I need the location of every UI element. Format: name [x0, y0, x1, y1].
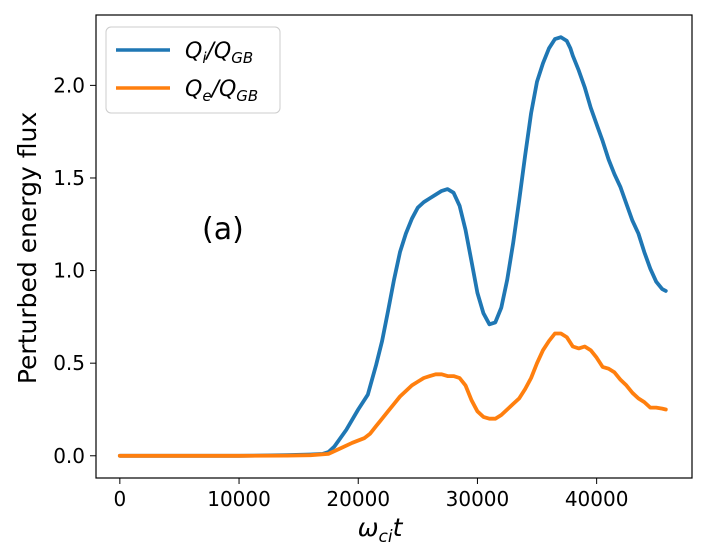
x-tick-label: 20000 [326, 487, 390, 511]
x-axis: 0 10000 20000 30000 40000 [113, 478, 628, 511]
y-tick-label: 2.0 [53, 73, 85, 97]
y-axis: 0.0 0.5 1.0 1.5 2.0 [53, 73, 96, 468]
series-line-qi [117, 35, 668, 458]
legend-label-qi: Qi/QGB [185, 39, 253, 67]
y-tick-label: 0.5 [53, 351, 85, 375]
series-layer [117, 35, 668, 458]
y-tick-label: 1.0 [53, 259, 85, 283]
legend: Qi/QGB Qe/QGB [105, 26, 281, 114]
plot-frame [95, 14, 693, 479]
x-tick-label: 0 [113, 487, 126, 511]
panel-annotation: (a) [202, 212, 244, 247]
series-line-qe [117, 331, 668, 458]
x-tick-label: 10000 [207, 487, 271, 511]
y-tick-label: 0.0 [53, 444, 85, 468]
y-axis-label: Perturbed energy flux [13, 112, 42, 384]
y-tick-label: 1.5 [53, 166, 85, 190]
x-axis-label: ωcit [358, 513, 404, 543]
x-tick-label: 40000 [565, 487, 629, 511]
x-tick-label: 30000 [446, 487, 510, 511]
